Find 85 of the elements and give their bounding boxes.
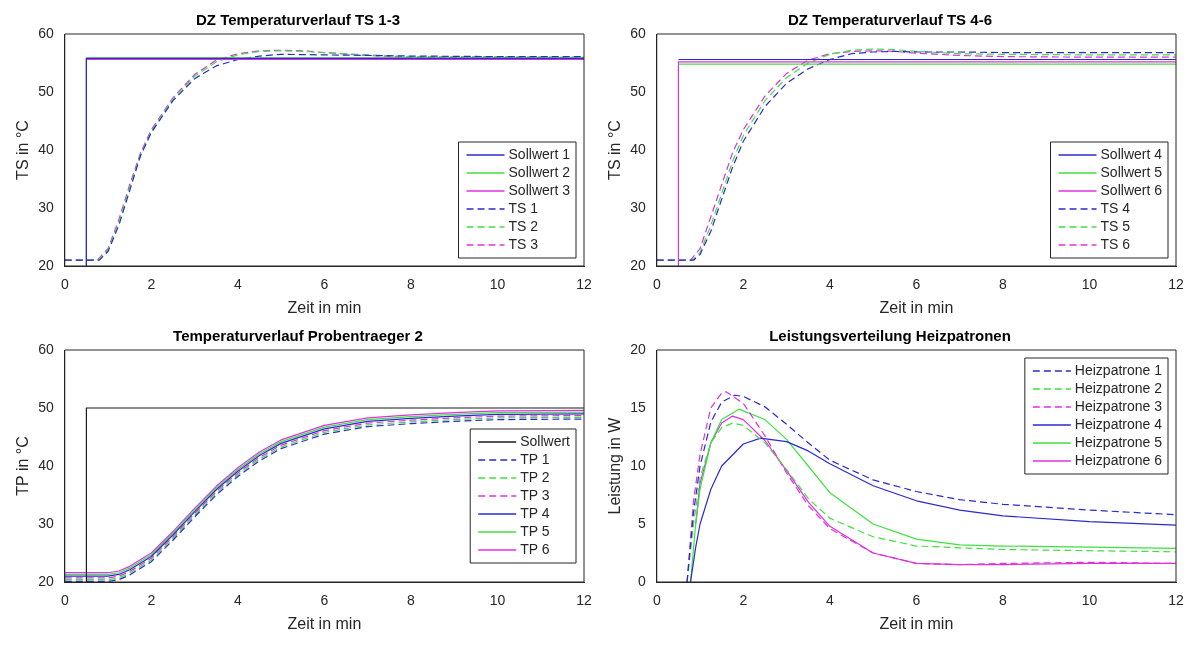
legend-label: TP 2 (520, 468, 550, 485)
y-tick-label: 20 (38, 256, 54, 273)
x-tick-label: 2 (147, 276, 156, 293)
x-tick-label: 4 (233, 592, 242, 609)
x-tick-label: 4 (233, 276, 242, 293)
y-tick-label: 50 (38, 398, 54, 415)
legend-label: Sollwert 1 (508, 145, 571, 162)
legend-label: TP 6 (520, 540, 550, 557)
x-tick-label: 10 (489, 276, 506, 293)
legend-label: TS 1 (508, 199, 539, 216)
x-tick-label: 4 (825, 276, 834, 293)
chart-title: Leistungsverteilung Heizpatronen (769, 327, 1011, 345)
x-tick-label: 4 (825, 592, 834, 609)
x-tick-label: 0 (60, 592, 69, 609)
y-tick-label: 50 (630, 82, 646, 99)
legend-label: Heizpatrone 5 (1074, 433, 1163, 450)
legend-label: Sollwert (520, 432, 571, 449)
y-axis-title: TP in °C (14, 436, 32, 496)
legend-label: Sollwert 6 (1100, 181, 1163, 198)
legend-label: Sollwert 5 (1100, 163, 1163, 180)
y-tick-label: 5 (637, 514, 646, 531)
chart-title: Temperaturverlauf Probentraeger 2 (173, 327, 423, 345)
legend-label: TS 3 (508, 235, 539, 252)
x-tick-label: 8 (999, 592, 1008, 609)
chart-title: DZ Temperaturverlauf TS 1-3 (196, 11, 400, 29)
y-tick-label: 20 (630, 256, 646, 273)
y-tick-label: 30 (38, 514, 54, 531)
y-tick-label: 30 (38, 198, 54, 215)
y-tick-label: 0 (637, 572, 646, 589)
legend-label: Heizpatrone 6 (1074, 451, 1163, 468)
y-axis-title: Leistung in W (606, 416, 624, 515)
x-tick-label: 10 (1081, 592, 1098, 609)
y-tick-label: 20 (630, 340, 646, 357)
x-tick-label: 8 (407, 276, 416, 293)
x-tick-label: 0 (652, 276, 661, 293)
x-tick-label: 8 (407, 592, 416, 609)
x-tick-label: 6 (912, 276, 921, 293)
x-tick-label: 12 (1168, 276, 1184, 293)
x-tick-label: 12 (576, 276, 592, 293)
x-axis-title: Zeit in min (287, 614, 362, 632)
legend-label: Heizpatrone 1 (1074, 361, 1163, 378)
y-tick-label: 60 (38, 340, 54, 357)
x-tick-label: 2 (739, 592, 748, 609)
x-tick-label: 12 (1168, 592, 1184, 609)
legend-label: TS 2 (508, 217, 539, 234)
x-tick-label: 6 (912, 592, 921, 609)
x-tick-label: 0 (60, 276, 69, 293)
x-tick-label: 2 (147, 592, 156, 609)
y-tick-label: 40 (38, 140, 54, 157)
legend-label: TP 3 (520, 486, 550, 503)
x-axis-title: Zeit in min (879, 614, 954, 632)
y-tick-label: 50 (38, 82, 54, 99)
legend-label: TS 6 (1100, 235, 1131, 252)
x-tick-label: 2 (739, 276, 748, 293)
x-tick-label: 12 (576, 592, 592, 609)
legend-label: TP 4 (520, 504, 550, 521)
legend-label: Sollwert 4 (1100, 145, 1163, 162)
y-tick-label: 20 (38, 572, 54, 589)
y-axis-title: TS in °C (14, 120, 32, 180)
legend-label: TP 5 (520, 522, 550, 539)
legend-label: TS 4 (1100, 199, 1131, 216)
legend-label: Heizpatrone 3 (1074, 397, 1163, 414)
y-tick-label: 10 (630, 456, 646, 473)
y-tick-label: 60 (38, 24, 54, 41)
y-tick-label: 40 (38, 456, 54, 473)
x-axis-title: Zeit in min (879, 298, 954, 316)
y-tick-label: 40 (630, 140, 646, 157)
legend-label: TP 1 (520, 450, 550, 467)
y-axis-title: TS in °C (606, 120, 624, 180)
x-tick-label: 8 (999, 276, 1008, 293)
y-tick-label: 30 (630, 198, 646, 215)
legend-label: Sollwert 2 (508, 163, 571, 180)
legend-label: Sollwert 3 (508, 181, 571, 198)
x-tick-label: 0 (652, 592, 661, 609)
chart-title: DZ Temperaturverlauf TS 4-6 (788, 11, 992, 29)
x-tick-label: 10 (489, 592, 506, 609)
legend-label: Heizpatrone 2 (1074, 379, 1163, 396)
x-tick-label: 6 (320, 276, 329, 293)
y-tick-label: 60 (630, 24, 646, 41)
legend-label: TS 5 (1100, 217, 1131, 234)
y-tick-label: 15 (630, 398, 646, 415)
legend-label: Heizpatrone 4 (1074, 415, 1163, 432)
x-axis-title: Zeit in min (287, 298, 362, 316)
x-tick-label: 6 (320, 592, 329, 609)
x-tick-label: 10 (1081, 276, 1098, 293)
